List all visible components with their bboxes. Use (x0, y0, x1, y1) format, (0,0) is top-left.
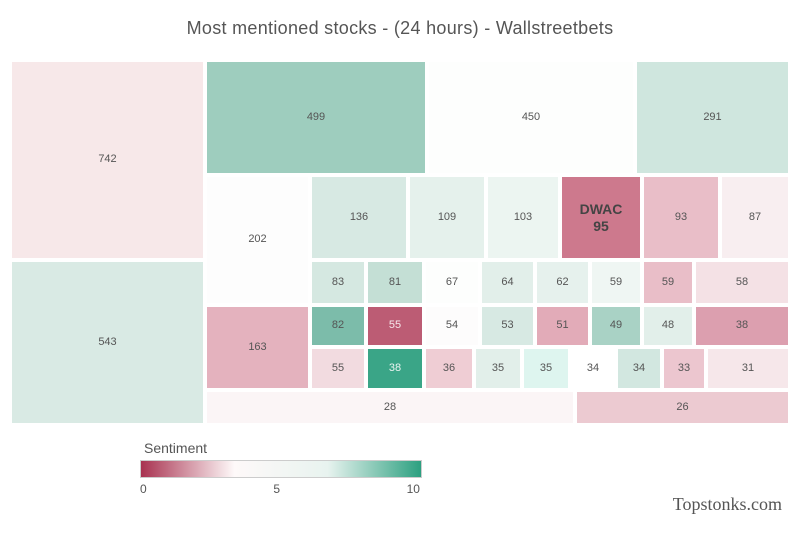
treemap-cell: 54 (424, 305, 480, 347)
treemap-cell-label: 67 (446, 276, 458, 289)
watermark: Topstonks.com (673, 494, 782, 515)
treemap-cell-label: 55 (332, 362, 344, 375)
treemap-cell: 543 (10, 260, 205, 425)
treemap-cell: 36 (424, 347, 474, 390)
treemap-cell-label: 36 (443, 362, 455, 375)
treemap-cell-label: DWAC95 (580, 201, 623, 235)
treemap-cell-label: 81 (389, 276, 401, 289)
treemap-cell-label: 35 (540, 362, 552, 375)
treemap-cell-label: 163 (248, 341, 266, 354)
treemap-cell: 67 (424, 260, 480, 305)
legend-gradient-bar (140, 460, 422, 478)
treemap-cell-label: 34 (587, 362, 599, 375)
treemap-cell: 499 (205, 60, 427, 175)
treemap-cell: 450 (427, 60, 635, 175)
treemap-cell-label: 58 (736, 276, 748, 289)
legend: Sentiment 0 5 10 (140, 440, 440, 496)
treemap-cell: 35 (474, 347, 522, 390)
treemap-cell-label: 59 (610, 276, 622, 289)
treemap-cell-label: 103 (514, 211, 532, 224)
treemap-cell-label: 136 (350, 211, 368, 224)
treemap-cell-label: 87 (749, 211, 761, 224)
treemap-cell-label: 49 (610, 319, 622, 332)
treemap-cell-label: 35 (492, 362, 504, 375)
treemap-cell: 163 (205, 305, 310, 390)
treemap-cell-label: 48 (662, 319, 674, 332)
treemap-cell: 38 (694, 305, 790, 347)
treemap-cell: 103 (486, 175, 560, 260)
chart-title: Most mentioned stocks - (24 hours) - Wal… (0, 0, 800, 39)
treemap-cell-label: 28 (384, 401, 396, 414)
treemap-cell: 49 (590, 305, 642, 347)
treemap-cell: 35 (522, 347, 570, 390)
treemap-cell: 93 (642, 175, 720, 260)
treemap-cell-label: 82 (332, 319, 344, 332)
treemap-cell: 81 (366, 260, 424, 305)
treemap-cell: 136 (310, 175, 408, 260)
treemap-cell: 87 (720, 175, 790, 260)
treemap-cell: 64 (480, 260, 535, 305)
treemap-cell: 33 (662, 347, 706, 390)
treemap-cell: 34 (570, 347, 616, 390)
legend-tick: 0 (140, 482, 147, 496)
treemap-cell-label: 59 (662, 276, 674, 289)
treemap-cell-label: 64 (501, 276, 513, 289)
treemap-cell: 55 (310, 347, 366, 390)
treemap-cell-label: 54 (446, 319, 458, 332)
treemap-cell-label: 33 (678, 362, 690, 375)
treemap-cell: 742 (10, 60, 205, 260)
legend-tick: 10 (407, 482, 420, 496)
treemap-cell-label: 26 (676, 401, 688, 414)
treemap-cell-label: 34 (633, 362, 645, 375)
treemap-cell: 28 (205, 390, 575, 425)
treemap-cell-label: 51 (556, 319, 568, 332)
treemap-cell: 34 (616, 347, 662, 390)
treemap-cell: 31 (706, 347, 790, 390)
treemap-cell-label: 83 (332, 276, 344, 289)
treemap-cell-label: 38 (736, 319, 748, 332)
treemap-cell-label: 291 (703, 111, 721, 124)
treemap: 742 543 499 450 291 202 136 109 103 DWAC95 93 87 83 8… (10, 60, 790, 425)
treemap-cell-label: 543 (98, 336, 116, 349)
treemap-cell: 51 (535, 305, 590, 347)
treemap-cell: 109 (408, 175, 486, 260)
treemap-cell: DWAC95 (560, 175, 642, 260)
treemap-cell-label: 31 (742, 362, 754, 375)
treemap-cell: 202 (205, 175, 310, 305)
treemap-cell: 62 (535, 260, 590, 305)
treemap-cell: 291 (635, 60, 790, 175)
treemap-cell: 48 (642, 305, 694, 347)
treemap-cell-label: 499 (307, 111, 325, 124)
treemap-cell-label: 202 (248, 233, 266, 246)
treemap-cell: 55 (366, 305, 424, 347)
treemap-cell-label: 93 (675, 211, 687, 224)
treemap-cell-label: 109 (438, 211, 456, 224)
treemap-cell-label: 742 (98, 153, 116, 166)
treemap-cell: 59 (590, 260, 642, 305)
treemap-cell-label: 62 (556, 276, 568, 289)
treemap-cell: 26 (575, 390, 790, 425)
legend-ticks: 0 5 10 (140, 482, 420, 496)
treemap-cell: 82 (310, 305, 366, 347)
legend-tick: 5 (273, 482, 280, 496)
treemap-cell-label: 55 (389, 319, 401, 332)
treemap-cell: 38 (366, 347, 424, 390)
treemap-cell: 59 (642, 260, 694, 305)
treemap-cell: 53 (480, 305, 535, 347)
treemap-cell: 83 (310, 260, 366, 305)
legend-title: Sentiment (140, 440, 440, 456)
chart-container: Most mentioned stocks - (24 hours) - Wal… (0, 0, 800, 533)
treemap-cell: 58 (694, 260, 790, 305)
treemap-cell-label: 53 (501, 319, 513, 332)
treemap-cell-label: 450 (522, 111, 540, 124)
treemap-cell-label: 38 (389, 362, 401, 375)
